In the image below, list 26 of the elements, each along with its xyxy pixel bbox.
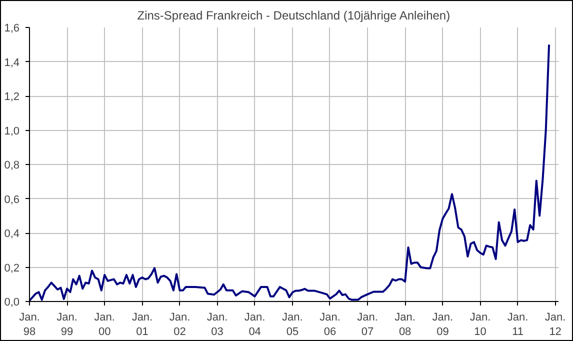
x-tick-label: Jan. 04	[244, 312, 266, 338]
x-tick-label: Jan. 08	[394, 312, 416, 338]
x-tick-label: Jan. 06	[320, 312, 340, 338]
x-tick-label: Jan. 00	[94, 312, 115, 338]
x-tick-label: Jan. 11	[507, 312, 528, 338]
x-tick-label: Jan. 01	[132, 312, 153, 338]
x-tick-label: Jan. 12	[544, 312, 566, 338]
x-tick-label: Jan. 98	[19, 312, 40, 338]
y-tick-label: 1,6	[4, 22, 20, 34]
y-tick-label: 0,0	[4, 296, 20, 308]
x-tick-label: Jan. 10	[470, 312, 491, 338]
x-tick-label: Jan. 05	[282, 312, 303, 338]
x-tick-label: Jan. 07	[357, 312, 378, 338]
x-tick-label: Jan. 02	[169, 312, 190, 338]
y-tick-label: 0,4	[4, 228, 20, 240]
y-tick-label: 1,4	[4, 56, 20, 69]
y-tick-label: 0,6	[4, 194, 20, 206]
y-tick-label: 0,8	[4, 160, 20, 172]
x-tick-label: Jan. 03	[206, 312, 228, 338]
y-tick-label: 1,2	[4, 91, 20, 103]
line-series	[30, 44, 550, 302]
x-tick-label: Jan. 99	[56, 312, 78, 338]
chart-title: Zins-Spread Frankreich - Deutschland (10jährige Anleihen)	[137, 8, 450, 22]
y-tick-label: 0,2	[4, 262, 20, 274]
x-tick-label: Jan. 09	[432, 312, 454, 338]
y-tick-label: 1,0	[4, 125, 20, 138]
